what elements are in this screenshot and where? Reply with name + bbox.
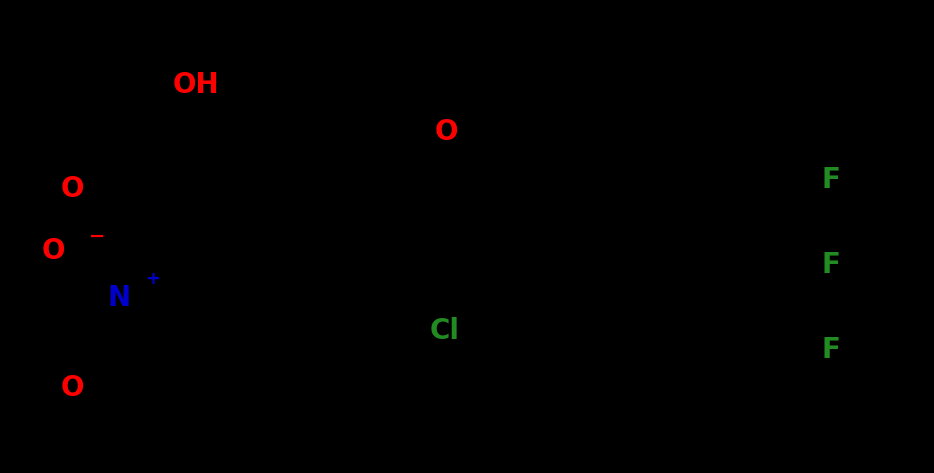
- Text: OH: OH: [173, 71, 219, 99]
- Text: O: O: [434, 118, 458, 147]
- Text: −: −: [89, 227, 106, 246]
- Text: +: +: [145, 270, 160, 288]
- Text: O: O: [61, 374, 84, 402]
- Text: Cl: Cl: [430, 317, 460, 345]
- Text: F: F: [822, 251, 841, 279]
- Text: F: F: [822, 166, 841, 194]
- Text: F: F: [822, 336, 841, 364]
- Text: N: N: [107, 284, 131, 312]
- Text: O: O: [42, 236, 65, 265]
- Text: O: O: [61, 175, 84, 203]
